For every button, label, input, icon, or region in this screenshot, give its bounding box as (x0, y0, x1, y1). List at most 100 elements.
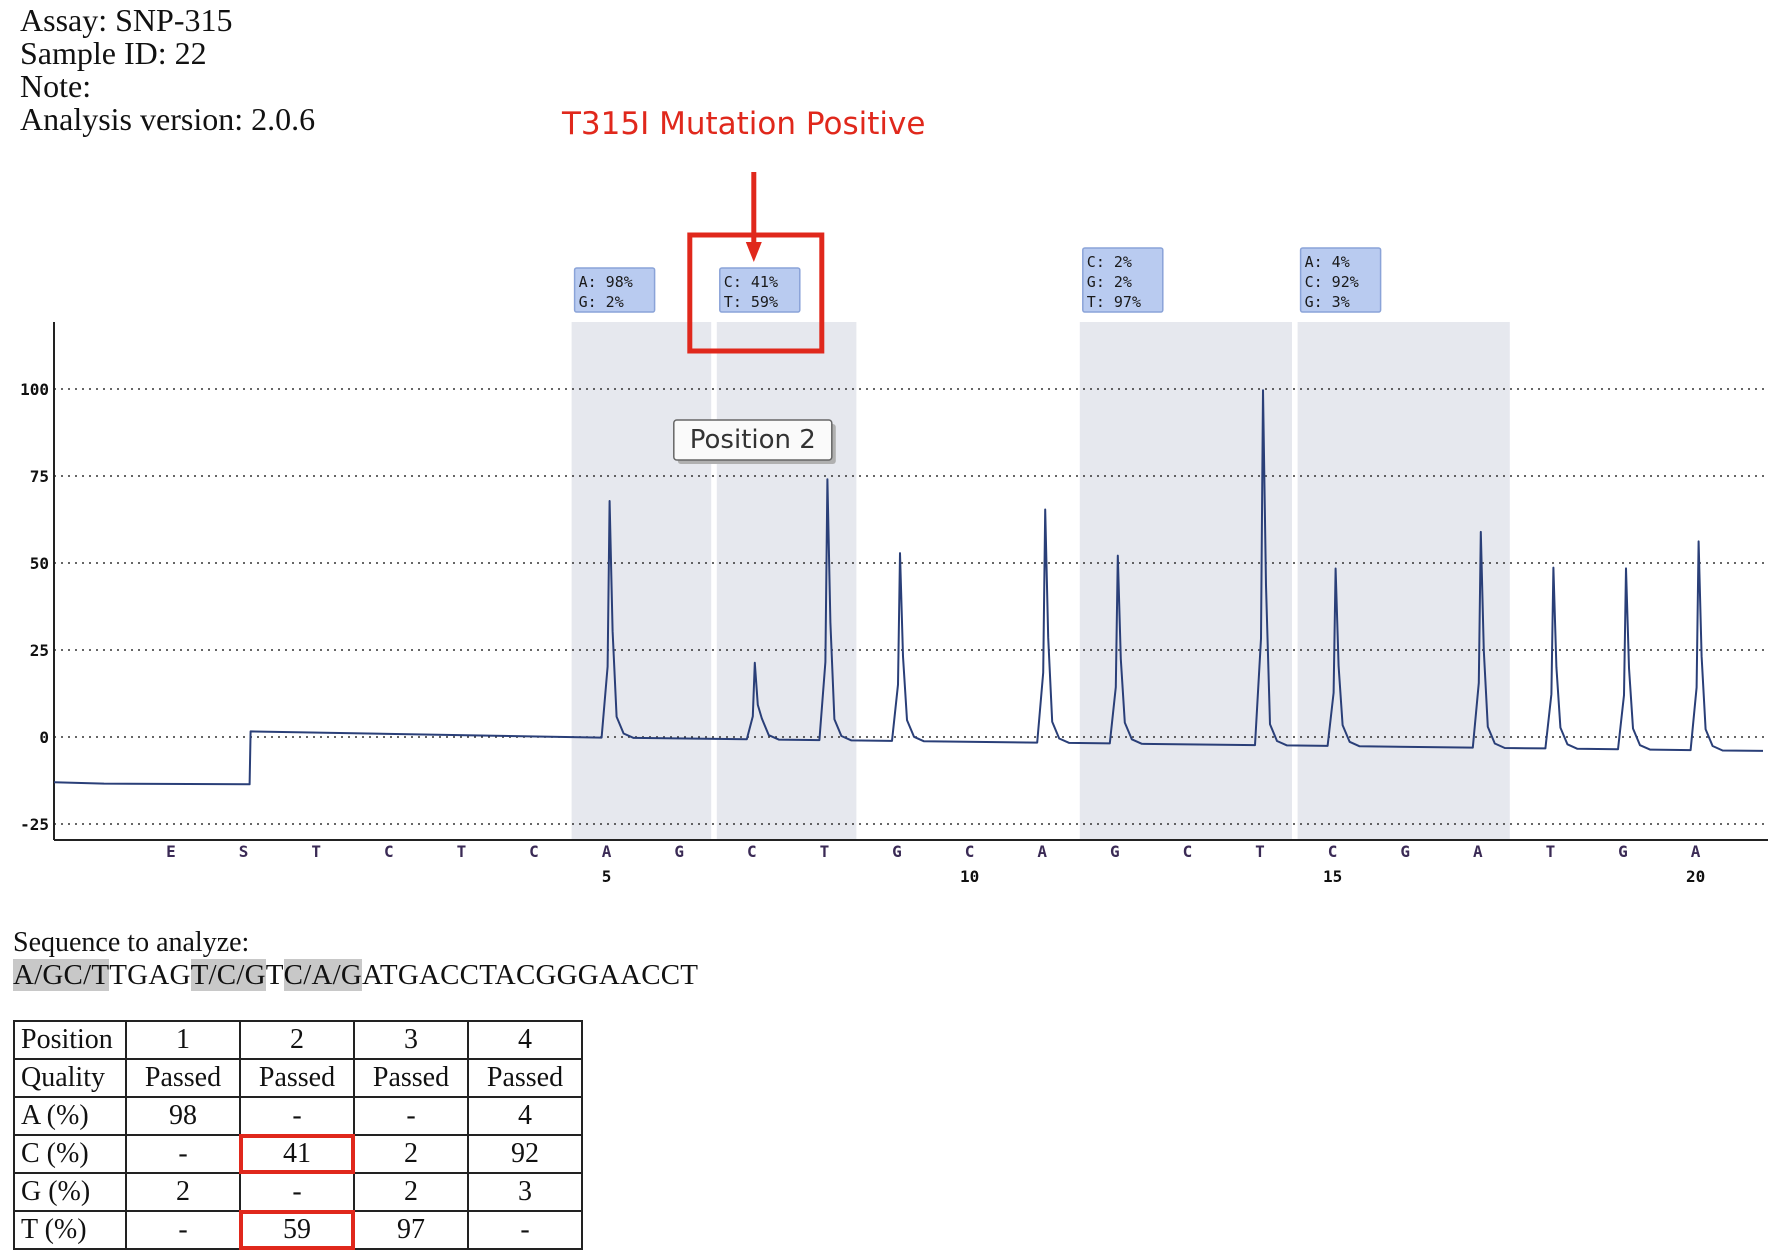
dispensation-label: S (239, 842, 249, 861)
y-tick-label: -25 (20, 815, 49, 834)
mutation-arrow-head (745, 242, 762, 262)
sequence-segment: ATGACCTACGGGAACCT (362, 959, 699, 991)
percentage-box-bg (1299, 247, 1382, 313)
sequence-variable-segment: T/C/G (190, 959, 266, 991)
table-cell: - (125, 1134, 241, 1174)
percentage-label: C: 92% (1305, 273, 1359, 291)
table-cell: - (239, 1096, 355, 1136)
variable-position-shading (571, 322, 1510, 840)
sample-id-label: Sample ID: 22 (20, 35, 207, 71)
table-cell: - (467, 1210, 583, 1250)
percentage-label: C: 2% (1087, 253, 1132, 271)
percentage-label: T: 97% (1087, 293, 1141, 311)
table-cell: Passed (125, 1058, 241, 1098)
percentage-box-2: C: 41% T: 59% (719, 267, 801, 313)
table-cell: Passed (467, 1058, 583, 1098)
sequence-variable-segment: A/GC/T (13, 959, 110, 991)
table-cell: 3 (467, 1172, 583, 1212)
percentage-label: G: 2% (579, 293, 624, 311)
position-band-2 (716, 322, 857, 840)
table-cell: Passed (353, 1058, 469, 1098)
table-row: T (%) -59 97- (13, 1210, 583, 1250)
sequence-segment: T (265, 959, 284, 991)
position-band-1 (571, 322, 712, 840)
dispensation-label: A (1691, 842, 1701, 861)
position-tooltip: Position 2 (673, 419, 836, 464)
mutation-annotations: Position 2 (673, 172, 836, 464)
table-cell: 2 (239, 1020, 355, 1060)
row-header: A (%) (13, 1096, 127, 1136)
dispensation-label: C (965, 842, 975, 861)
dispensation-label: G (892, 842, 902, 861)
position-band-4 (1297, 322, 1510, 840)
table-cell: 4 (467, 1096, 583, 1136)
dispensation-label: G (1618, 842, 1628, 861)
gridlines (54, 388, 1768, 825)
row-header: G (%) (13, 1172, 127, 1212)
percentage-boxes: A: 98% G: 2% C: 41% T: 59% C: 2% G: 2% T: 97% A… (573, 247, 1382, 313)
dispensation-label: C (384, 842, 394, 861)
tooltip-text: Position 2 (690, 425, 816, 455)
dispensation-number: 15 (1323, 867, 1342, 886)
dispensation-label: T (457, 842, 467, 861)
sample-header: Assay: SNP-315 Sample ID: 22 Note: Analy… (20, 4, 315, 136)
sequence-title: Sequence to analyze: (13, 927, 250, 958)
percentage-box-1: A: 98% G: 2% (573, 267, 656, 313)
sequence-variable-segment: C/A/G (283, 959, 362, 991)
table-cell: 98 (125, 1096, 241, 1136)
assay-label: Assay: SNP-315 (20, 2, 233, 38)
table-row: C (%) -41 2 92 (13, 1134, 583, 1174)
dispensation-label: A (602, 842, 612, 861)
table-cell: 4 (467, 1020, 583, 1060)
sequence-segment: TGAG (109, 959, 191, 991)
percentage-label: T: 59% (724, 293, 778, 311)
y-tick-label: 75 (30, 467, 49, 486)
percentage-box-4: A: 4% C: 92% G: 3% (1299, 247, 1382, 313)
axes (53, 322, 1768, 841)
dispensation-label: T (311, 842, 321, 861)
percentage-label: A: 98% (579, 273, 633, 291)
dispensation-label: E (166, 842, 176, 861)
percentage-box-bg (573, 267, 656, 313)
row-header: Quality (13, 1058, 127, 1098)
table-row: G (%) 2-2 3 (13, 1172, 583, 1212)
table-cell: 97 (353, 1210, 469, 1250)
results-table: Position 1 2 3 4 Quality Passed Passed Passed Pas… (13, 1020, 583, 1250)
table-row: Quality Passed Passed Passed Passed (13, 1058, 583, 1098)
percentage-box-bg (1082, 247, 1164, 313)
dispensation-label: C (747, 842, 757, 861)
table-cell: 3 (353, 1020, 469, 1060)
dispensation-label: G (674, 842, 684, 861)
axis-labels: -25 0 25 50 75 100 E S T C T C A G C T G C A G C T C G A T G A 5 10 15… (20, 380, 1705, 886)
trace-line (53, 389, 1764, 786)
dispensation-label: G (1400, 842, 1410, 861)
percentage-label: A: 4% (1305, 253, 1350, 271)
table-cell: 2 (353, 1172, 469, 1212)
table-cell: - (353, 1096, 469, 1136)
table-cell: 92 (467, 1134, 583, 1174)
table-cell: 2 (125, 1172, 241, 1212)
y-tick-label: 25 (30, 641, 49, 660)
percentage-label: C: 41% (724, 273, 778, 291)
percentage-box-3: C: 2% G: 2% T: 97% (1082, 247, 1164, 313)
row-header: C (%) (13, 1134, 127, 1174)
table-cell: 41 (239, 1134, 355, 1174)
y-tick-label: 100 (20, 380, 49, 399)
analysis-version-label: Analysis version: 2.0.6 (20, 101, 316, 137)
note-label: Note: (20, 68, 92, 104)
row-header: Position (13, 1020, 127, 1060)
y-tick-label: 0 (39, 728, 49, 747)
dispensation-number: 10 (960, 867, 979, 886)
tooltip-box (673, 419, 833, 461)
dispensation-label: T (820, 842, 830, 861)
dispensation-number: 20 (1686, 867, 1705, 886)
dispensation-label: T (1255, 842, 1265, 861)
pyrogram-trace (53, 389, 1764, 786)
y-tick-label: 50 (30, 554, 49, 573)
mutation-annotation-label: T315I Mutation Positive (562, 106, 926, 142)
table-row: Position 1 2 3 4 (13, 1020, 583, 1060)
sequence-text: A/GC/TTGAGT/C/GTC/A/GATGACCTACGGGAACCT (13, 959, 698, 992)
dispensation-number: 5 (602, 867, 612, 886)
row-header: T (%) (13, 1210, 127, 1250)
dispensation-label: G (1110, 842, 1120, 861)
